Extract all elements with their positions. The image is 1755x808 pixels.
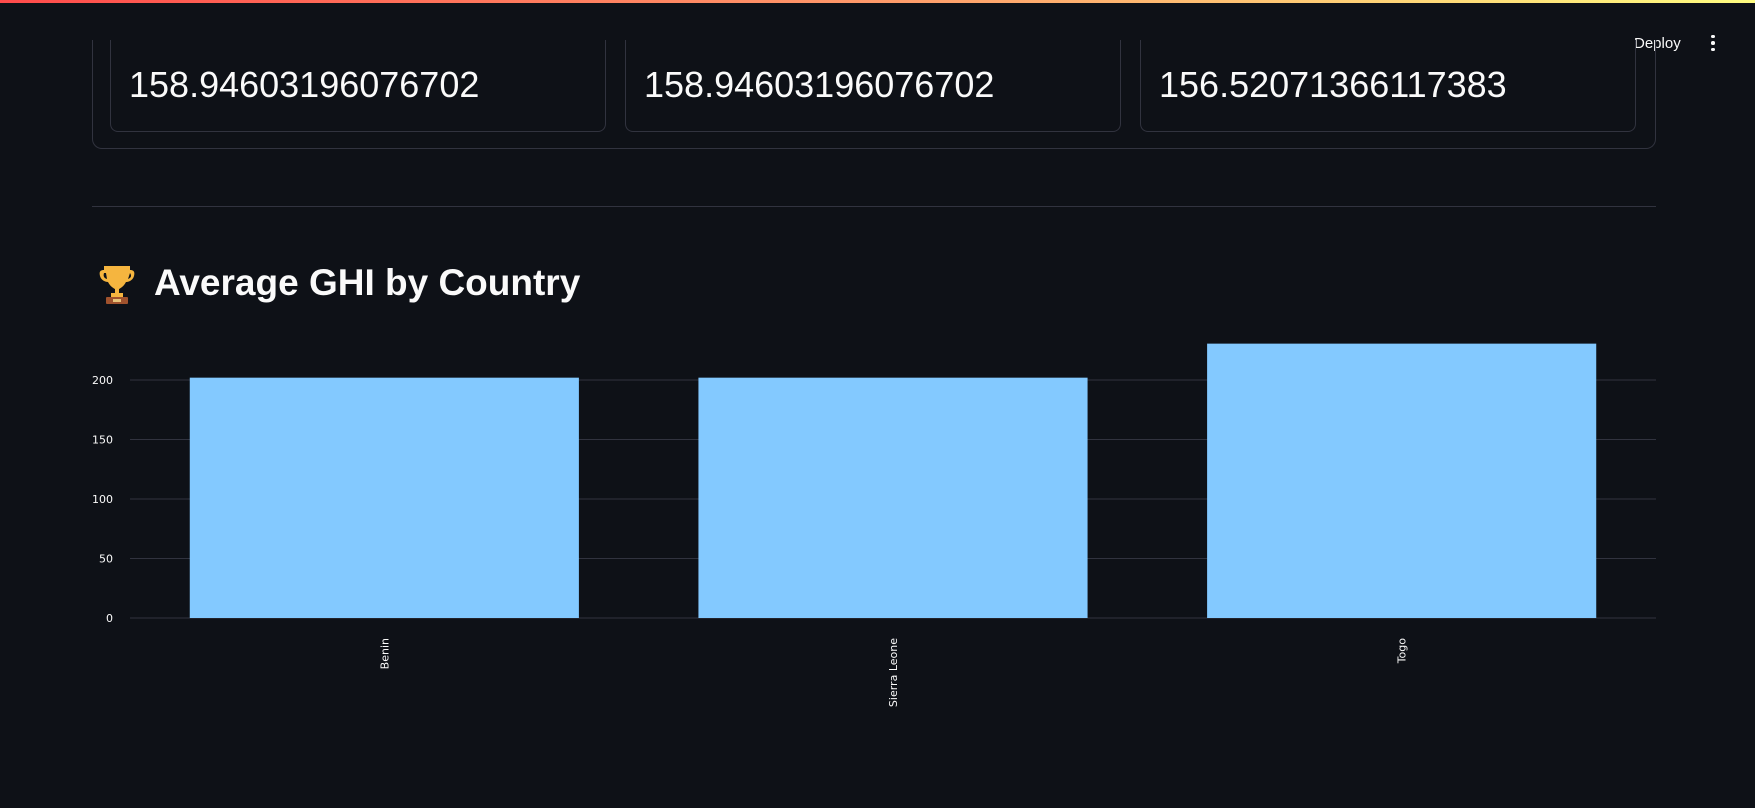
metrics-container	[92, 40, 1656, 149]
section-divider	[92, 206, 1656, 207]
vertical-ellipsis-icon	[1711, 47, 1715, 52]
bar-benin	[189, 377, 579, 618]
y-tick-label: 100	[92, 493, 113, 506]
metric-value: 158.94603196076702	[129, 64, 480, 105]
y-tick-label: 150	[92, 434, 113, 447]
app-header: Deploy	[0, 3, 1755, 63]
y-tick-label: 0	[106, 612, 113, 625]
bar-sierra-leone	[698, 377, 1088, 618]
metric-value: 158.94603196076702	[644, 64, 995, 105]
bar-chart: 0 50 100 150 200 Benin Sierra Leone Togo	[92, 343, 1656, 707]
metric-card: 158.94603196076702	[625, 40, 1121, 132]
section-title: Average GHI by Country	[154, 262, 581, 303]
y-tick-label: 50	[99, 553, 113, 566]
app-decoration-bar	[0, 0, 1755, 3]
vertical-ellipsis-icon	[1711, 34, 1715, 39]
x-tick-label: Togo	[1396, 638, 1409, 665]
y-tick-label: 200	[92, 374, 113, 387]
x-tick-label: Sierra Leone	[887, 638, 900, 707]
x-tick-label: Benin	[378, 638, 391, 669]
trophy-icon	[99, 266, 135, 304]
metric-card: 156.52071366117383	[1140, 40, 1636, 132]
bar-togo	[1207, 343, 1597, 618]
main-menu-button[interactable]	[1700, 28, 1726, 58]
metric-value: 156.52071366117383	[1159, 64, 1507, 105]
section-heading: Average GHI by Country	[98, 262, 580, 304]
vertical-ellipsis-icon	[1711, 41, 1715, 45]
metric-card: 158.94603196076702	[110, 40, 606, 132]
deploy-button[interactable]: Deploy	[1620, 28, 1695, 58]
